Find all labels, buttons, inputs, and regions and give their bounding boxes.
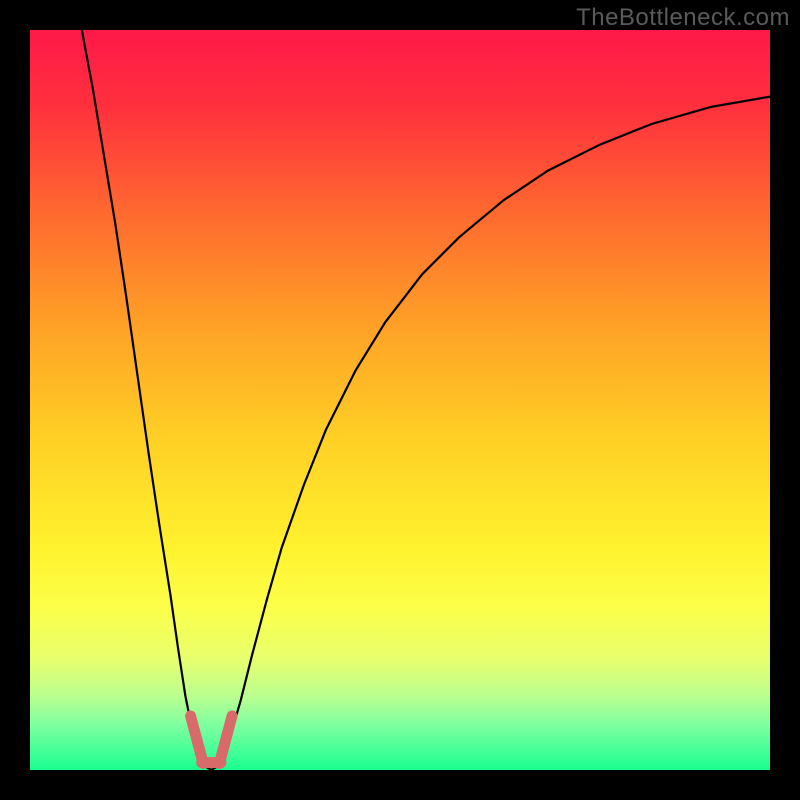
watermark-text: TheBottleneck.com [576,4,790,32]
chart-frame: TheBottleneck.com [0,0,800,800]
bottleneck-curve-chart [0,0,800,800]
